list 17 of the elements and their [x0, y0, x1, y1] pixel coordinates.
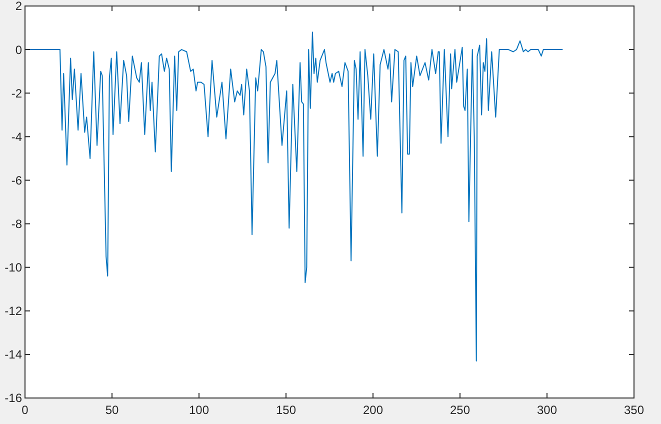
- y-tick-label: -4: [11, 130, 22, 144]
- y-tick-label: -6: [11, 173, 22, 188]
- x-tick-label: 200: [362, 403, 384, 417]
- y-tick-label: -2: [11, 86, 22, 100]
- x-tick-label: 300: [536, 403, 558, 417]
- y-tick-label: -8: [11, 216, 22, 231]
- y-tick-label: 2: [15, 0, 22, 14]
- x-tick-label: 100: [188, 403, 210, 417]
- x-tick-label: 350: [624, 403, 644, 417]
- x-tick-label: 150: [276, 403, 296, 417]
- y-tick-label: -12: [4, 304, 22, 318]
- y-tick-label: -10: [4, 260, 22, 275]
- y-tick-label: -14: [4, 348, 22, 362]
- y-tick-label: 0: [15, 42, 22, 57]
- x-tick-label: 250: [450, 403, 470, 417]
- y-tick-label: -16: [4, 391, 22, 406]
- x-tick-label: 50: [105, 403, 119, 417]
